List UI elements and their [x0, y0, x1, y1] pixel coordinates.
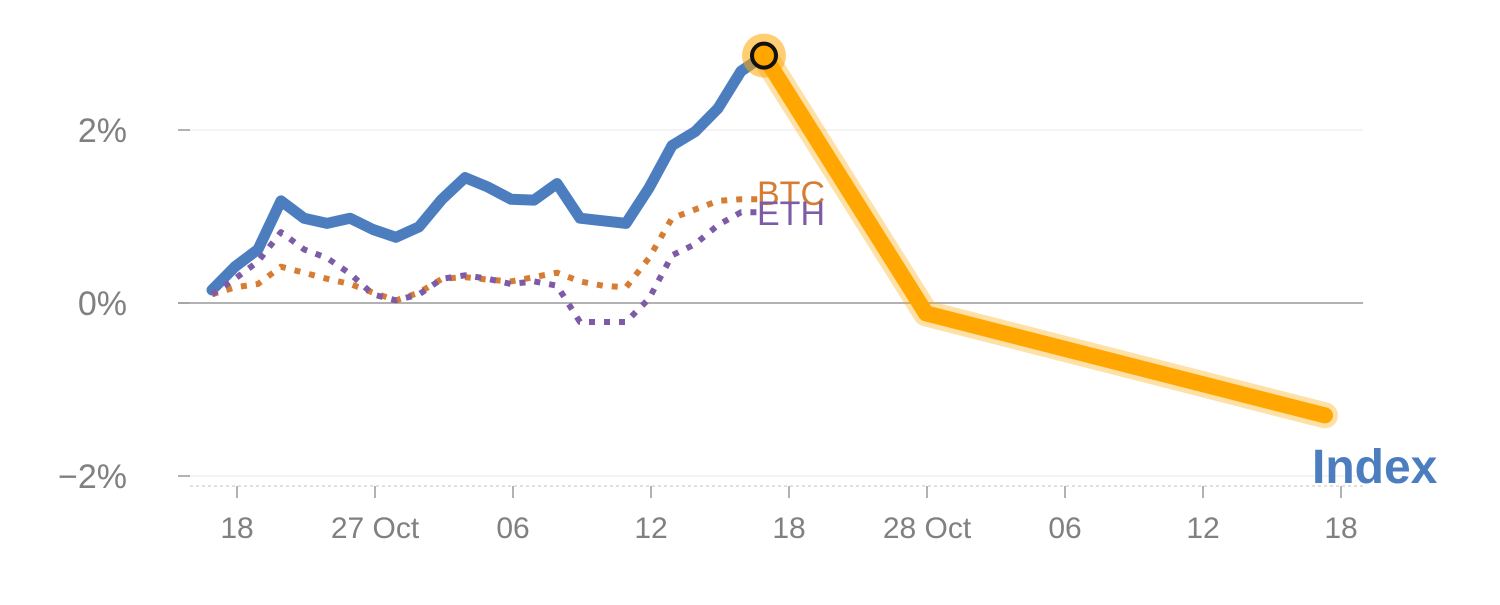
series-labels: BTC ETH Index	[757, 175, 1438, 494]
x-tick-label: 18	[1324, 512, 1357, 545]
x-tick-label: 06	[1048, 512, 1081, 545]
x-tick-label: 06	[496, 512, 529, 545]
grid-lines	[178, 129, 1363, 477]
x-tick-label: 18	[220, 512, 253, 545]
index-series-line	[206, 50, 770, 296]
eth-series-line	[210, 209, 764, 325]
x-tick-label: 12	[634, 512, 667, 545]
y-tick-label: 0%	[78, 285, 127, 323]
x-tick-label: 12	[1186, 512, 1219, 545]
eth-series-label: ETH	[757, 195, 825, 233]
y-tick-label: 2%	[78, 112, 127, 150]
btc-series-label: BTC	[757, 175, 825, 213]
series-lines	[206, 50, 770, 325]
highlight-line	[742, 33, 1338, 429]
y-tick-label: −2%	[58, 458, 127, 496]
index-series-label: Index	[1312, 441, 1438, 494]
x-tick-label: 27 Oct	[331, 512, 420, 545]
x-tick-label: 28 Oct	[883, 512, 972, 545]
highlight-line-glow	[751, 42, 1338, 429]
axes: 2% 0% −2% 18 27 Oct 06 12 18 28 Oct 06 12 18	[58, 112, 1363, 545]
x-tick-label: 18	[772, 512, 805, 545]
highlight-marker-point	[750, 41, 778, 70]
highlight-line-path	[756, 47, 1333, 424]
